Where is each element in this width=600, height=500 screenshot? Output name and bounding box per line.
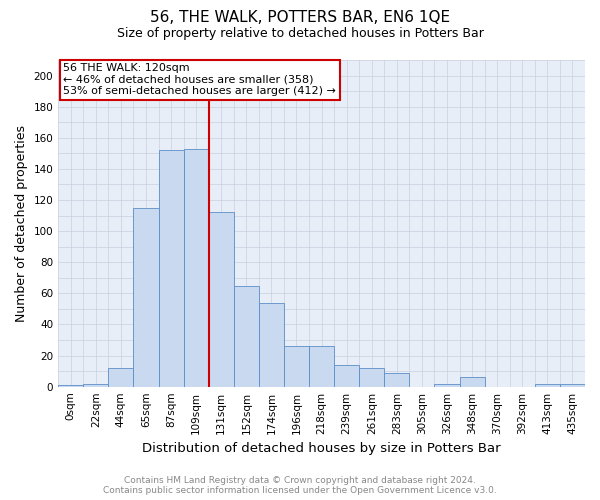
Bar	[309, 346, 334, 387]
Bar	[560, 384, 585, 386]
Bar	[158, 150, 184, 386]
Bar	[109, 368, 133, 386]
Bar	[234, 286, 259, 386]
Bar	[133, 208, 158, 386]
Bar	[359, 368, 385, 386]
Text: Contains HM Land Registry data © Crown copyright and database right 2024.
Contai: Contains HM Land Registry data © Crown c…	[103, 476, 497, 495]
Bar	[58, 385, 83, 386]
Bar	[259, 302, 284, 386]
Bar	[209, 212, 234, 386]
Bar	[385, 372, 409, 386]
X-axis label: Distribution of detached houses by size in Potters Bar: Distribution of detached houses by size …	[142, 442, 501, 455]
Bar	[184, 148, 209, 386]
Text: Size of property relative to detached houses in Potters Bar: Size of property relative to detached ho…	[116, 28, 484, 40]
Bar	[284, 346, 309, 387]
Bar	[434, 384, 460, 386]
Bar	[535, 384, 560, 386]
Bar	[334, 365, 359, 386]
Y-axis label: Number of detached properties: Number of detached properties	[15, 125, 28, 322]
Bar	[83, 384, 109, 386]
Text: 56 THE WALK: 120sqm
← 46% of detached houses are smaller (358)
53% of semi-detac: 56 THE WALK: 120sqm ← 46% of detached ho…	[64, 64, 337, 96]
Text: 56, THE WALK, POTTERS BAR, EN6 1QE: 56, THE WALK, POTTERS BAR, EN6 1QE	[150, 10, 450, 25]
Bar	[460, 378, 485, 386]
